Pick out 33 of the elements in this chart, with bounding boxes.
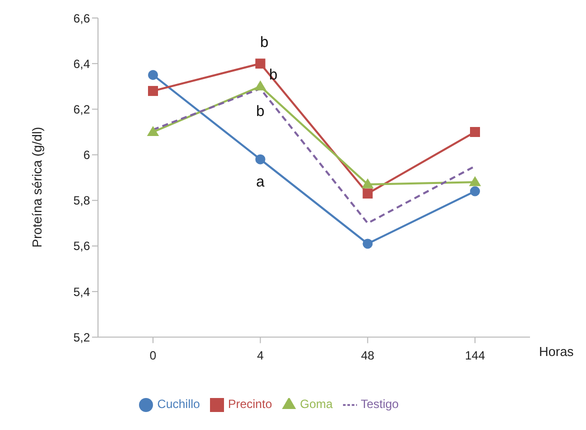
y-tick-label: 6 — [83, 148, 90, 162]
point — [470, 126, 480, 137]
y-axis-title: Proteína sérica (g/dl) — [30, 126, 45, 248]
point — [362, 238, 373, 249]
x-tick-label: 48 — [360, 348, 375, 363]
point — [148, 86, 158, 96]
point — [148, 70, 158, 80]
point — [147, 126, 159, 136]
legend-label: Precinto — [228, 397, 272, 412]
y-tick-label: 5,4 — [73, 284, 90, 299]
point — [255, 154, 266, 164]
point — [362, 178, 374, 188]
legend-label: Goma — [300, 397, 333, 412]
point — [362, 188, 373, 199]
x-tick-label: 4 — [256, 348, 264, 363]
x-tick-label: 0 — [150, 348, 157, 363]
y-tick-label: 6,2 — [73, 102, 90, 116]
x-tick-label: 144 — [464, 348, 486, 363]
annotation: b — [260, 34, 269, 51]
point — [470, 186, 480, 196]
legend-label: Cuchillo — [157, 397, 200, 412]
point — [255, 58, 266, 69]
y-tick-label: 6,4 — [73, 56, 90, 71]
annotation: b — [256, 103, 265, 120]
legend-label: Testigo — [360, 397, 399, 412]
point — [254, 80, 266, 90]
y-tick-label: 5,6 — [73, 239, 90, 254]
y-tick-label: 5,2 — [73, 330, 90, 344]
y-tick-label: 5,8 — [73, 194, 90, 208]
point — [469, 176, 481, 186]
y-tick-label: 6,6 — [73, 11, 90, 26]
annotation: a — [256, 174, 266, 191]
x-axis-title: Horas — [539, 344, 574, 359]
